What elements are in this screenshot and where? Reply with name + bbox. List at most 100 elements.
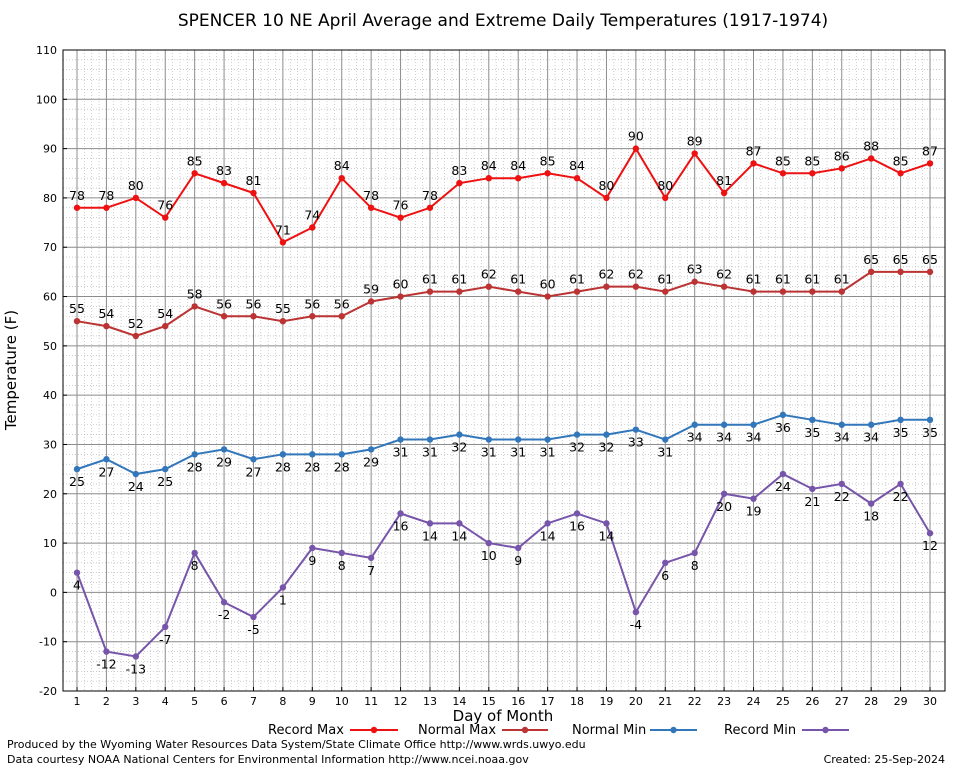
x-tick-label: 22 [688,695,702,708]
data-point-normal-max [573,288,581,295]
data-point-normal-min [867,421,875,428]
data-label-normal-min: 34 [834,430,850,445]
data-label-normal-min: 34 [863,430,879,445]
data-label-normal-min: 28 [187,459,203,474]
data-point-normal-max [662,288,669,295]
data-label-normal-max: 61 [746,272,762,287]
legend-item-normal-max: Normal Max [418,723,548,738]
data-point-record-max [456,179,463,187]
data-point-normal-min [132,470,140,478]
series-line-normal-max [76,270,930,338]
data-point-normal-max [720,283,728,290]
data-label-normal-min: 33 [628,435,644,450]
data-point-normal-max [838,288,845,295]
data-point-record-max [662,194,669,202]
data-label-record-min: 14 [451,528,467,543]
data-point-normal-max [926,268,934,276]
data-label-normal-max: 61 [775,272,791,287]
data-point-normal-max [250,313,257,320]
data-point-record-max [338,175,345,182]
x-tick-label: 18 [570,695,584,708]
data-point-normal-max [544,293,551,300]
data-point-record-max [838,165,845,172]
data-label-normal-min: 34 [746,430,762,445]
data-label-record-max: 78 [69,188,85,203]
y-tick-label: -20 [39,685,57,698]
data-label-normal-max: 61 [510,272,526,287]
data-label-record-max: 78 [422,188,438,203]
data-label-normal-min: 36 [775,420,791,435]
data-label-normal-min: 24 [128,479,144,494]
data-label-record-max: 87 [922,143,938,158]
data-label-record-min: 16 [393,518,409,533]
data-point-normal-min [456,431,463,438]
y-tick-label: 70 [43,241,57,254]
series-line-record-min [76,472,931,658]
data-label-record-min: 6 [661,568,669,583]
data-point-record-min [573,510,581,517]
data-label-record-max: 87 [746,143,762,158]
data-label-normal-max: 61 [804,272,820,287]
data-point-normal-min [720,421,728,428]
data-label-record-max: 78 [98,188,114,203]
data-label-normal-min: 35 [804,425,820,440]
data-label-normal-min: 31 [657,445,673,460]
data-point-normal-min [367,446,375,453]
data-label-normal-min: 35 [922,425,938,440]
legend-marker-record-min [822,726,829,734]
data-point-record-max [191,170,198,177]
data-point-normal-max [456,288,463,295]
data-label-record-min: -4 [630,617,643,632]
y-tick-label: 80 [43,192,57,205]
data-label-record-min: -7 [159,632,171,647]
data-point-record-min [603,520,610,527]
data-label-normal-min: 31 [422,445,438,460]
data-label-record-min: 8 [338,558,346,573]
data-point-record-min [309,544,316,552]
data-label-normal-max: 62 [628,267,644,282]
series-line-record-max [77,146,931,244]
data-point-record-min [103,648,110,655]
data-point-normal-max [309,313,316,320]
data-label-normal-min: 27 [98,464,114,479]
legend-label-record-min: Record Min [724,723,796,738]
data-label-normal-min: 31 [540,445,556,460]
data-point-normal-min [926,416,934,424]
data-label-record-min: 22 [834,489,850,504]
data-label-record-min: 7 [367,563,375,578]
data-label-normal-max: 54 [98,306,114,321]
data-point-normal-max [515,288,522,295]
data-label-normal-min: 28 [334,459,350,474]
data-point-record-max [632,145,640,152]
data-point-normal-max [132,332,140,340]
data-label-normal-max: 56 [216,296,232,311]
data-point-normal-max [191,303,198,310]
data-point-record-min [397,510,404,517]
data-point-record-max [220,179,228,187]
data-point-record-min [750,495,757,502]
data-label-record-min: -5 [247,622,259,637]
data-point-normal-max [867,268,875,276]
data-label-normal-min: 29 [216,454,232,469]
data-label-record-min: 16 [569,518,585,533]
data-point-normal-max [367,298,375,305]
data-point-record-min [867,500,875,507]
data-point-record-min [691,549,698,557]
y-tick-label: 40 [43,389,57,402]
data-point-record-max [867,155,875,162]
data-point-record-min [191,549,198,557]
series-normal-max: 55 54 52 54 58 56 56 55 56 56 59 60 61 61 62 61 60 61 62 62… [69,252,938,340]
data-label-normal-max: 52 [128,316,144,331]
chart-title: SPENCER 10 NE April Average and Extreme … [178,11,828,31]
data-label-normal-min: 34 [687,430,703,445]
data-label-record-max: 85 [540,153,556,168]
data-label-normal-min: 32 [598,440,614,455]
y-tick-label: 30 [43,438,57,451]
data-point-record-min [720,490,728,497]
data-label-record-min: 1 [279,592,287,607]
x-tick-label: 30 [923,695,937,708]
data-point-record-max [691,150,698,157]
legend-item-normal-min: Normal Min [572,723,697,738]
